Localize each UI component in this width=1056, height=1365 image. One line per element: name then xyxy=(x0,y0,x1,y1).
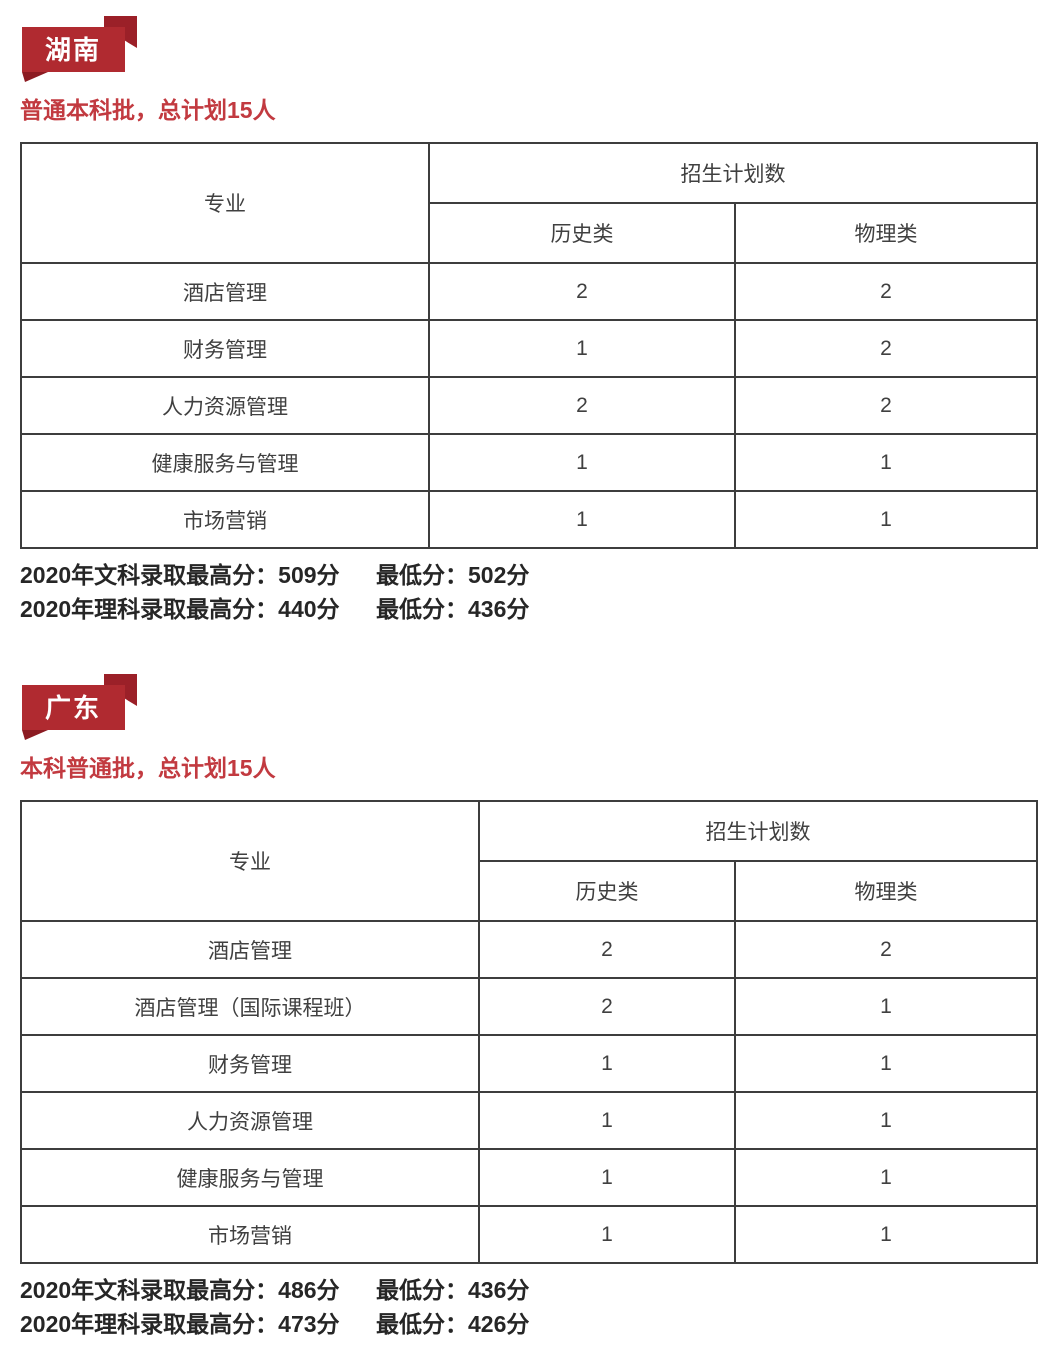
table-body: 酒店管理 2 2 酒店管理（国际课程班） 2 1 财务管理 1 1 人力资源管理 1 1 健康服务与管理… xyxy=(20,920,1038,1264)
history-count-cell: 1 xyxy=(478,1205,736,1264)
physics-header-cell: 物理类 xyxy=(734,860,1038,922)
major-cell: 酒店管理 xyxy=(20,262,430,321)
score-line: 2020年理科录取最高分：473分 最低分：426分 xyxy=(20,1307,1036,1341)
history-count-cell: 2 xyxy=(428,262,736,321)
table-row: 财务管理 1 2 xyxy=(20,319,1038,378)
table-row: 财务管理 1 1 xyxy=(20,1034,1038,1093)
physics-count-cell: 1 xyxy=(734,1148,1038,1207)
major-cell: 酒店管理 xyxy=(20,920,480,979)
enrollment-plan-table: 专业 招生计划数 历史类 物理类 酒店管理 2 2 酒店管理（国际课程班） 2 1 财务管理… xyxy=(20,800,1038,1264)
physics-header-cell: 物理类 xyxy=(734,202,1038,264)
score-min: 最低分：436分 xyxy=(376,596,530,622)
history-count-cell: 1 xyxy=(428,490,736,549)
section-hunan: 湖南 普通本科批，总计划15人 专业 招生计划数 历史类 物理类 酒店管理 2 2 财… xyxy=(20,16,1038,626)
province-ribbon: 湖南 xyxy=(22,16,137,82)
table-row: 健康服务与管理 1 1 xyxy=(20,1148,1038,1207)
history-header-cell: 历史类 xyxy=(428,202,736,264)
history-count-cell: 2 xyxy=(428,376,736,435)
major-cell: 市场营销 xyxy=(20,1205,480,1264)
table-row: 市场营销 1 1 xyxy=(20,1205,1038,1264)
major-cell: 财务管理 xyxy=(20,319,430,378)
history-count-cell: 1 xyxy=(478,1148,736,1207)
major-cell: 酒店管理（国际课程班） xyxy=(20,977,480,1036)
history-count-cell: 1 xyxy=(478,1034,736,1093)
score-line: 2020年文科录取最高分：486分 最低分：436分 xyxy=(20,1273,1036,1307)
physics-count-cell: 1 xyxy=(734,977,1038,1036)
history-count-cell: 2 xyxy=(478,920,736,979)
physics-count-cell: 2 xyxy=(734,319,1038,378)
score-line: 2020年理科录取最高分：440分 最低分：436分 xyxy=(20,592,1036,626)
province-name: 广东 xyxy=(45,693,101,723)
score-min: 最低分：436分 xyxy=(376,1277,530,1303)
table-row: 人力资源管理 1 1 xyxy=(20,1091,1038,1150)
province-ribbon: 广东 xyxy=(22,674,137,740)
enrollment-plan-table: 专业 招生计划数 历史类 物理类 酒店管理 2 2 财务管理 1 2 人力资源管理 2 2 健康服… xyxy=(20,142,1038,549)
admission-scores: 2020年文科录取最高分：486分 最低分：436分 2020年理科录取最高分：4… xyxy=(20,1273,1036,1341)
table-row: 健康服务与管理 1 1 xyxy=(20,433,1038,492)
batch-plan-subtitle: 普通本科批，总计划15人 xyxy=(20,97,276,123)
table-row: 人力资源管理 2 2 xyxy=(20,376,1038,435)
ribbon-band-shape xyxy=(22,685,125,730)
major-cell: 人力资源管理 xyxy=(20,376,430,435)
plan-count-header-cell: 招生计划数 xyxy=(428,142,1038,204)
history-count-cell: 1 xyxy=(428,433,736,492)
history-count-cell: 1 xyxy=(478,1091,736,1150)
score-max: 2020年理科录取最高分：440分 xyxy=(20,596,340,622)
table-body: 酒店管理 2 2 财务管理 1 2 人力资源管理 2 2 健康服务与管理 1 1 市场营销 1 1 xyxy=(20,262,1038,549)
province-name: 湖南 xyxy=(45,35,101,65)
score-max: 2020年文科录取最高分：486分 xyxy=(20,1277,340,1303)
section-guangdong: 广东 本科普通批，总计划15人 专业 招生计划数 历史类 物理类 酒店管理 2 2 酒… xyxy=(20,674,1038,1341)
plan-count-header-cell: 招生计划数 xyxy=(478,800,1038,862)
major-cell: 健康服务与管理 xyxy=(20,433,430,492)
history-count-cell: 1 xyxy=(428,319,736,378)
admission-scores: 2020年文科录取最高分：509分 最低分：502分 2020年理科录取最高分：4… xyxy=(20,558,1036,626)
table-row: 市场营销 1 1 xyxy=(20,490,1038,549)
physics-count-cell: 2 xyxy=(734,376,1038,435)
major-cell: 人力资源管理 xyxy=(20,1091,480,1150)
score-min: 最低分：502分 xyxy=(376,562,530,588)
history-header-cell: 历史类 xyxy=(478,860,736,922)
score-line: 2020年文科录取最高分：509分 最低分：502分 xyxy=(20,558,1036,592)
major-cell: 健康服务与管理 xyxy=(20,1148,480,1207)
major-header-cell: 专业 xyxy=(20,800,480,922)
score-max: 2020年文科录取最高分：509分 xyxy=(20,562,340,588)
table-row: 酒店管理 2 2 xyxy=(20,920,1038,979)
physics-count-cell: 2 xyxy=(734,920,1038,979)
major-header-cell: 专业 xyxy=(20,142,430,264)
major-cell: 财务管理 xyxy=(20,1034,480,1093)
physics-count-cell: 1 xyxy=(734,1034,1038,1093)
major-cell: 市场营销 xyxy=(20,490,430,549)
physics-count-cell: 1 xyxy=(734,490,1038,549)
batch-plan-subtitle: 本科普通批，总计划15人 xyxy=(20,755,276,781)
score-min: 最低分：426分 xyxy=(376,1311,530,1337)
physics-count-cell: 2 xyxy=(734,262,1038,321)
history-count-cell: 2 xyxy=(478,977,736,1036)
table-row: 酒店管理 2 2 xyxy=(20,262,1038,321)
ribbon-tail-shape xyxy=(22,730,48,740)
table-row: 酒店管理（国际课程班） 2 1 xyxy=(20,977,1038,1036)
physics-count-cell: 1 xyxy=(734,1091,1038,1150)
physics-count-cell: 1 xyxy=(734,433,1038,492)
ribbon-tail-shape xyxy=(22,72,48,82)
score-max: 2020年理科录取最高分：473分 xyxy=(20,1311,340,1337)
physics-count-cell: 1 xyxy=(734,1205,1038,1264)
ribbon-band-shape xyxy=(22,27,125,72)
